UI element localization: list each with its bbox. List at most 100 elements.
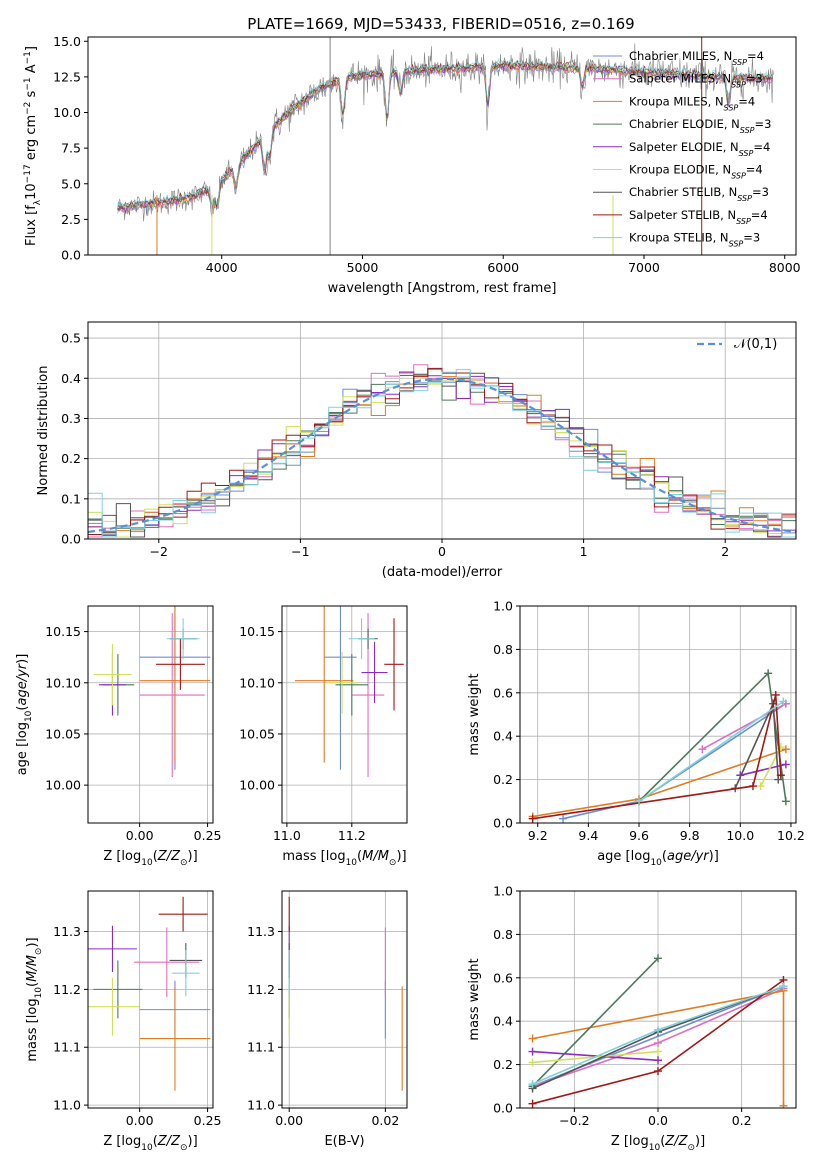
y-axis-label-part: erg cm bbox=[24, 115, 39, 164]
errorbar-salpeter-elodie bbox=[361, 641, 388, 704]
x-tick-label: 0.25 bbox=[194, 828, 222, 843]
plot-area bbox=[294, 606, 404, 777]
y-tick-label: 0.8 bbox=[493, 927, 513, 942]
legend-label-main: Kroupa STELIB, N bbox=[629, 231, 729, 245]
axes-box bbox=[87, 890, 214, 1109]
panel-weight-vs-z: −0.2 0.0 0.2 0.0 0.2 0.4 0.6 0.8 1.0 Z [log10(Z/Z… bbox=[467, 884, 797, 1153]
x-tick-label: 5000 bbox=[347, 260, 379, 275]
weight-marker-kroupa-miles bbox=[781, 745, 790, 754]
y-tick-label: 0.4 bbox=[493, 729, 513, 744]
legend-normal-label: 𝒩(0,1) bbox=[734, 337, 777, 352]
y-tick-label: 0.6 bbox=[493, 685, 513, 700]
y-tick-label: 15.0 bbox=[53, 34, 81, 49]
x-tick-label: 0.02 bbox=[371, 1113, 399, 1128]
legend-label-sub: SSP bbox=[731, 80, 746, 89]
x-tick-label: 9.6 bbox=[629, 828, 649, 843]
y-axis-label-part: )] bbox=[15, 654, 30, 664]
weight-marker-salpeter-stelib bbox=[528, 1099, 537, 1108]
legend-label-sub: SSP bbox=[740, 126, 755, 135]
plot-area bbox=[528, 669, 790, 823]
x-tick-label: 8000 bbox=[769, 260, 801, 275]
errorbar-salpeter-stelib bbox=[384, 618, 404, 711]
legend-label-tail: =3 bbox=[755, 117, 772, 131]
panel-spectrum: 4000 5000 6000 7000 8000 0.0 2.5 5.0 7.5 10.0 12.5… bbox=[23, 34, 801, 296]
y-axis-label-part: s bbox=[24, 90, 39, 101]
y-tick-label: 10.05 bbox=[239, 726, 275, 741]
y-tick-label: 0.2 bbox=[61, 451, 81, 466]
x-tick-label: 0.00 bbox=[275, 1113, 303, 1128]
y-axis-label-part: mass weight bbox=[467, 958, 482, 1040]
y-tick-label: 11.1 bbox=[53, 1040, 81, 1055]
weight-marker-salpeter-miles bbox=[654, 1038, 662, 1047]
panel-mass-vs-ebv: 0.00 0.02 11.0 11.1 11.2 11.3 E(B-V) bbox=[247, 890, 408, 1149]
y-tick-label: 0.5 bbox=[61, 331, 81, 346]
y-axis-label-part: 10 bbox=[24, 183, 39, 200]
legend-label-main: Chabrier MILES, N bbox=[629, 49, 732, 63]
axes-frame: −2 −1 0 1 2 0.0 0.1 0.2 0.3 0.4 0.5 𝒩(0,1) (data-mod… bbox=[36, 321, 797, 580]
y-axis-label-part: Normed distribution bbox=[36, 366, 51, 496]
weight-marker-salpeter-stelib bbox=[771, 690, 780, 699]
y-axis-label-part: λ bbox=[33, 199, 43, 205]
legend-label-main: Kroupa ELODIE, N bbox=[629, 163, 731, 177]
x-axis-label-part: wavelength [Angstrom, rest frame] bbox=[328, 281, 557, 296]
weight-line-salpeter-elodie bbox=[740, 763, 787, 777]
legend-label-sub: SSP bbox=[724, 103, 739, 112]
legend-label-tail: =4 bbox=[746, 163, 763, 177]
y-tick-label: 11.2 bbox=[247, 982, 275, 997]
x-axis-label-part: )] bbox=[188, 1134, 198, 1149]
x-axis-label-part: ⊙ bbox=[180, 858, 188, 868]
x-tick-label: 9.8 bbox=[680, 828, 700, 843]
x-axis-label: mass [log10(M/M⊙)] bbox=[282, 849, 406, 868]
legend-label-tail: =4 bbox=[738, 94, 755, 108]
x-tick-label: 9.4 bbox=[578, 828, 598, 843]
x-axis-label-part: 10 bbox=[346, 858, 358, 868]
x-tick-label: 0.0 bbox=[648, 1113, 668, 1128]
x-axis-label-part: ⊙ bbox=[180, 1143, 188, 1153]
x-axis-label-part: (data-model)/error bbox=[382, 565, 503, 580]
y-tick-label: 1.0 bbox=[493, 599, 513, 614]
y-tick-label: 0.4 bbox=[61, 371, 81, 386]
weight-marker-salpeter-stelib bbox=[528, 814, 537, 823]
y-tick-label: 0.0 bbox=[493, 1101, 513, 1116]
y-tick-label: 11.3 bbox=[53, 924, 81, 939]
y-axis-label-part: ⊙ bbox=[34, 948, 44, 956]
legend-label-salpeter-miles: Salpeter MILES, NSSP=3 bbox=[629, 72, 763, 90]
y-tick-label: 11.1 bbox=[247, 1040, 275, 1055]
errorbar-chabrier-elodie bbox=[93, 960, 143, 1019]
legend-label-main: Salpeter MILES, N bbox=[629, 72, 731, 86]
plot-area bbox=[93, 606, 211, 777]
y-axis-label: mass weight bbox=[467, 958, 482, 1040]
x-tick-label: 9.2 bbox=[528, 828, 548, 843]
legend-label-sub: SSP bbox=[737, 194, 752, 203]
y-tick-label: 1.0 bbox=[493, 884, 513, 899]
x-tick-label: 11.0 bbox=[273, 828, 301, 843]
x-axis-label-part: 10 bbox=[141, 858, 153, 868]
x-axis-label-part: ⊙ bbox=[389, 858, 397, 868]
x-axis-label-part: )] bbox=[695, 1134, 705, 1149]
weight-marker-salpeter-stelib bbox=[748, 782, 757, 791]
y-tick-label: 0.0 bbox=[61, 248, 81, 263]
x-tick-label: 11.2 bbox=[338, 828, 366, 843]
legend-label-main: Salpeter STELIB, N bbox=[629, 208, 736, 222]
x-axis-label: (data-model)/error bbox=[382, 565, 503, 580]
legend-label-kroupa-miles: Kroupa MILES, NSSP=4 bbox=[629, 94, 755, 112]
y-tick-label: 10.05 bbox=[45, 726, 81, 741]
weight-marker-kroupa-stelib bbox=[654, 1025, 662, 1034]
y-axis-label-part: −1 bbox=[23, 51, 33, 64]
x-tick-label: 10.0 bbox=[726, 828, 754, 843]
figure-title: PLATE=1669, MJD=53433, FIBERID=0516, z=0… bbox=[247, 15, 634, 33]
axes-box bbox=[281, 890, 408, 1109]
y-tick-label: 10.0 bbox=[53, 105, 81, 120]
x-axis-label: wavelength [Angstrom, rest frame] bbox=[328, 281, 557, 296]
plot-area bbox=[117, 37, 774, 255]
errorbar-kroupa-miles bbox=[294, 606, 354, 763]
y-tick-label: 0.4 bbox=[493, 1014, 513, 1029]
legend-label-kroupa-elodie: Kroupa ELODIE, NSSP=4 bbox=[629, 163, 763, 181]
y-tick-label: 10.15 bbox=[239, 624, 275, 639]
y-tick-label: 11.0 bbox=[53, 1098, 81, 1113]
x-tick-label: 10.2 bbox=[777, 828, 805, 843]
errorbar-kroupa-stelib bbox=[166, 618, 200, 660]
